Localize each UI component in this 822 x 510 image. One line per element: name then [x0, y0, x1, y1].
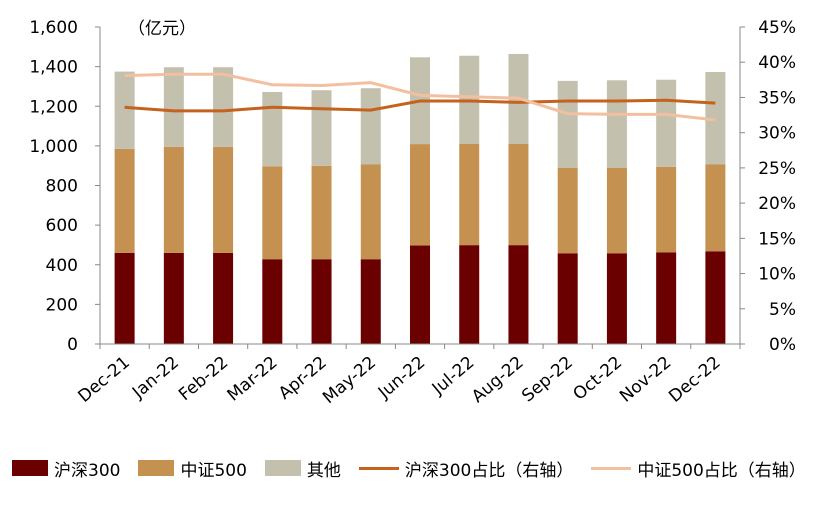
legend-swatch	[591, 466, 632, 470]
x-tick-label: Jan-22	[128, 353, 183, 404]
right-tick-label: 10%	[758, 265, 796, 285]
bar-segment-2-feb-22	[213, 146, 234, 253]
line-series-2	[124, 72, 716, 122]
bar-segment-2-jan-22	[163, 146, 184, 253]
line-series-1	[124, 98, 716, 113]
right-tick-label: 15%	[758, 229, 796, 249]
bar-segment-1-aug-22	[508, 245, 529, 344]
bar-segment-2-sep-22	[557, 167, 578, 254]
x-tick-label: Jun-22	[374, 353, 429, 404]
bar-segment-2-jul-22	[459, 143, 480, 246]
x-tick-label: Sep-22	[518, 353, 577, 407]
right-tick-label: 45%	[758, 18, 796, 38]
bar-segment-1-sep-22	[557, 253, 578, 344]
bar-segment-1-jan-22	[163, 252, 184, 344]
right-tick-label: 20%	[758, 194, 796, 214]
bar-segment-2-dec-21	[114, 148, 135, 253]
right-tick-label: 40%	[758, 53, 796, 73]
bars-layer	[114, 53, 726, 344]
bar-segment-1-dec-22	[705, 251, 726, 344]
left-tick-label: 400	[46, 256, 78, 276]
legend-swatch	[264, 460, 301, 476]
bar-segment-3-jan-22	[163, 67, 184, 147]
x-tick-label: Aug-22	[468, 353, 528, 408]
chart-legend: 沪深300 中证500 其他 沪深300占比（右轴） 中证500占比（右轴）	[12, 448, 822, 488]
bar-segment-2-apr-22	[311, 165, 332, 260]
legend-item-4: 沪深300占比（右轴）	[358, 456, 574, 481]
bar-segment-3-may-22	[360, 88, 381, 165]
legend-label: 其他	[306, 460, 341, 481]
lines-layer	[124, 72, 716, 122]
right-tick-label: 0%	[769, 335, 796, 355]
legend-label: 中证500占比（右轴）	[637, 460, 806, 481]
bar-segment-2-jun-22	[410, 144, 430, 246]
bar-segment-2-mar-22	[262, 166, 283, 260]
left-tick-label: 1,200	[29, 97, 78, 117]
legend-swatch	[12, 460, 48, 476]
bar-segment-1-feb-22	[213, 252, 234, 344]
bar-segment-1-jun-22	[410, 245, 430, 344]
left-tick-label: 800	[46, 177, 78, 197]
bar-segment-2-may-22	[360, 164, 381, 260]
x-tick-label: Dec-21	[74, 353, 133, 407]
left-tick-label: 0	[67, 335, 78, 355]
right-tick-label: 35%	[758, 88, 796, 108]
bar-segment-2-aug-22	[508, 143, 529, 246]
bar-segment-3-mar-22	[262, 91, 283, 167]
legend-label: 沪深300占比（右轴）	[404, 460, 574, 481]
x-tick-label: Feb-22	[175, 353, 232, 406]
bar-segment-1-nov-22	[656, 252, 677, 344]
bar-segment-1-oct-22	[606, 253, 627, 344]
x-tick-label: Dec-22	[665, 353, 724, 407]
legend-item-1: 沪深300	[12, 456, 120, 481]
legend-item-3: 其他	[264, 456, 341, 481]
bar-segment-3-dec-21	[114, 71, 135, 149]
bar-segment-1-dec-21	[114, 252, 135, 344]
left-tick-label: 200	[46, 295, 78, 315]
legend-item-2: 中证500	[138, 456, 247, 481]
legend-swatch	[138, 460, 175, 476]
bar-segment-1-jul-22	[459, 245, 480, 344]
bar-segment-2-nov-22	[656, 166, 677, 253]
x-tick-label: May-22	[319, 353, 380, 409]
right-tick-label: 5%	[769, 300, 796, 320]
legend-label: 中证500	[180, 460, 247, 481]
legend-swatch	[358, 466, 399, 470]
bar-segment-1-mar-22	[262, 259, 283, 344]
x-tick-label: Oct-22	[569, 353, 626, 405]
x-tick-label: Mar-22	[224, 353, 282, 406]
bar-segment-3-oct-22	[606, 80, 627, 168]
bar-segment-3-sep-22	[557, 80, 578, 168]
bar-segment-3-dec-22	[705, 71, 726, 165]
bar-segment-1-apr-22	[311, 259, 332, 344]
left-tick-label: 1,000	[29, 137, 78, 157]
legend-item-5: 中证500占比（右轴）	[591, 456, 806, 481]
x-tick-label: Nov-22	[616, 353, 675, 407]
bar-segment-2-oct-22	[606, 167, 627, 254]
right-tick-label: 25%	[758, 159, 796, 179]
right-tick-label: 30%	[758, 124, 796, 144]
left-tick-label: 600	[46, 216, 78, 236]
bar-segment-3-feb-22	[213, 67, 234, 147]
bar-segment-1-may-22	[360, 259, 381, 344]
bar-segment-2-dec-22	[705, 164, 726, 252]
unit-label: （亿元）	[128, 19, 196, 39]
bar-segment-3-apr-22	[311, 90, 332, 166]
legend-label: 沪深300	[54, 460, 121, 481]
stacked-bar-line-chart: 0 200 400 600 800 1,000 1,200 1,400 1,600 0% 5% 10%…	[29, 18, 796, 409]
bar-segment-3-nov-22	[656, 79, 677, 167]
left-tick-label: 1,400	[29, 58, 78, 78]
left-tick-label: 1,600	[29, 18, 78, 38]
